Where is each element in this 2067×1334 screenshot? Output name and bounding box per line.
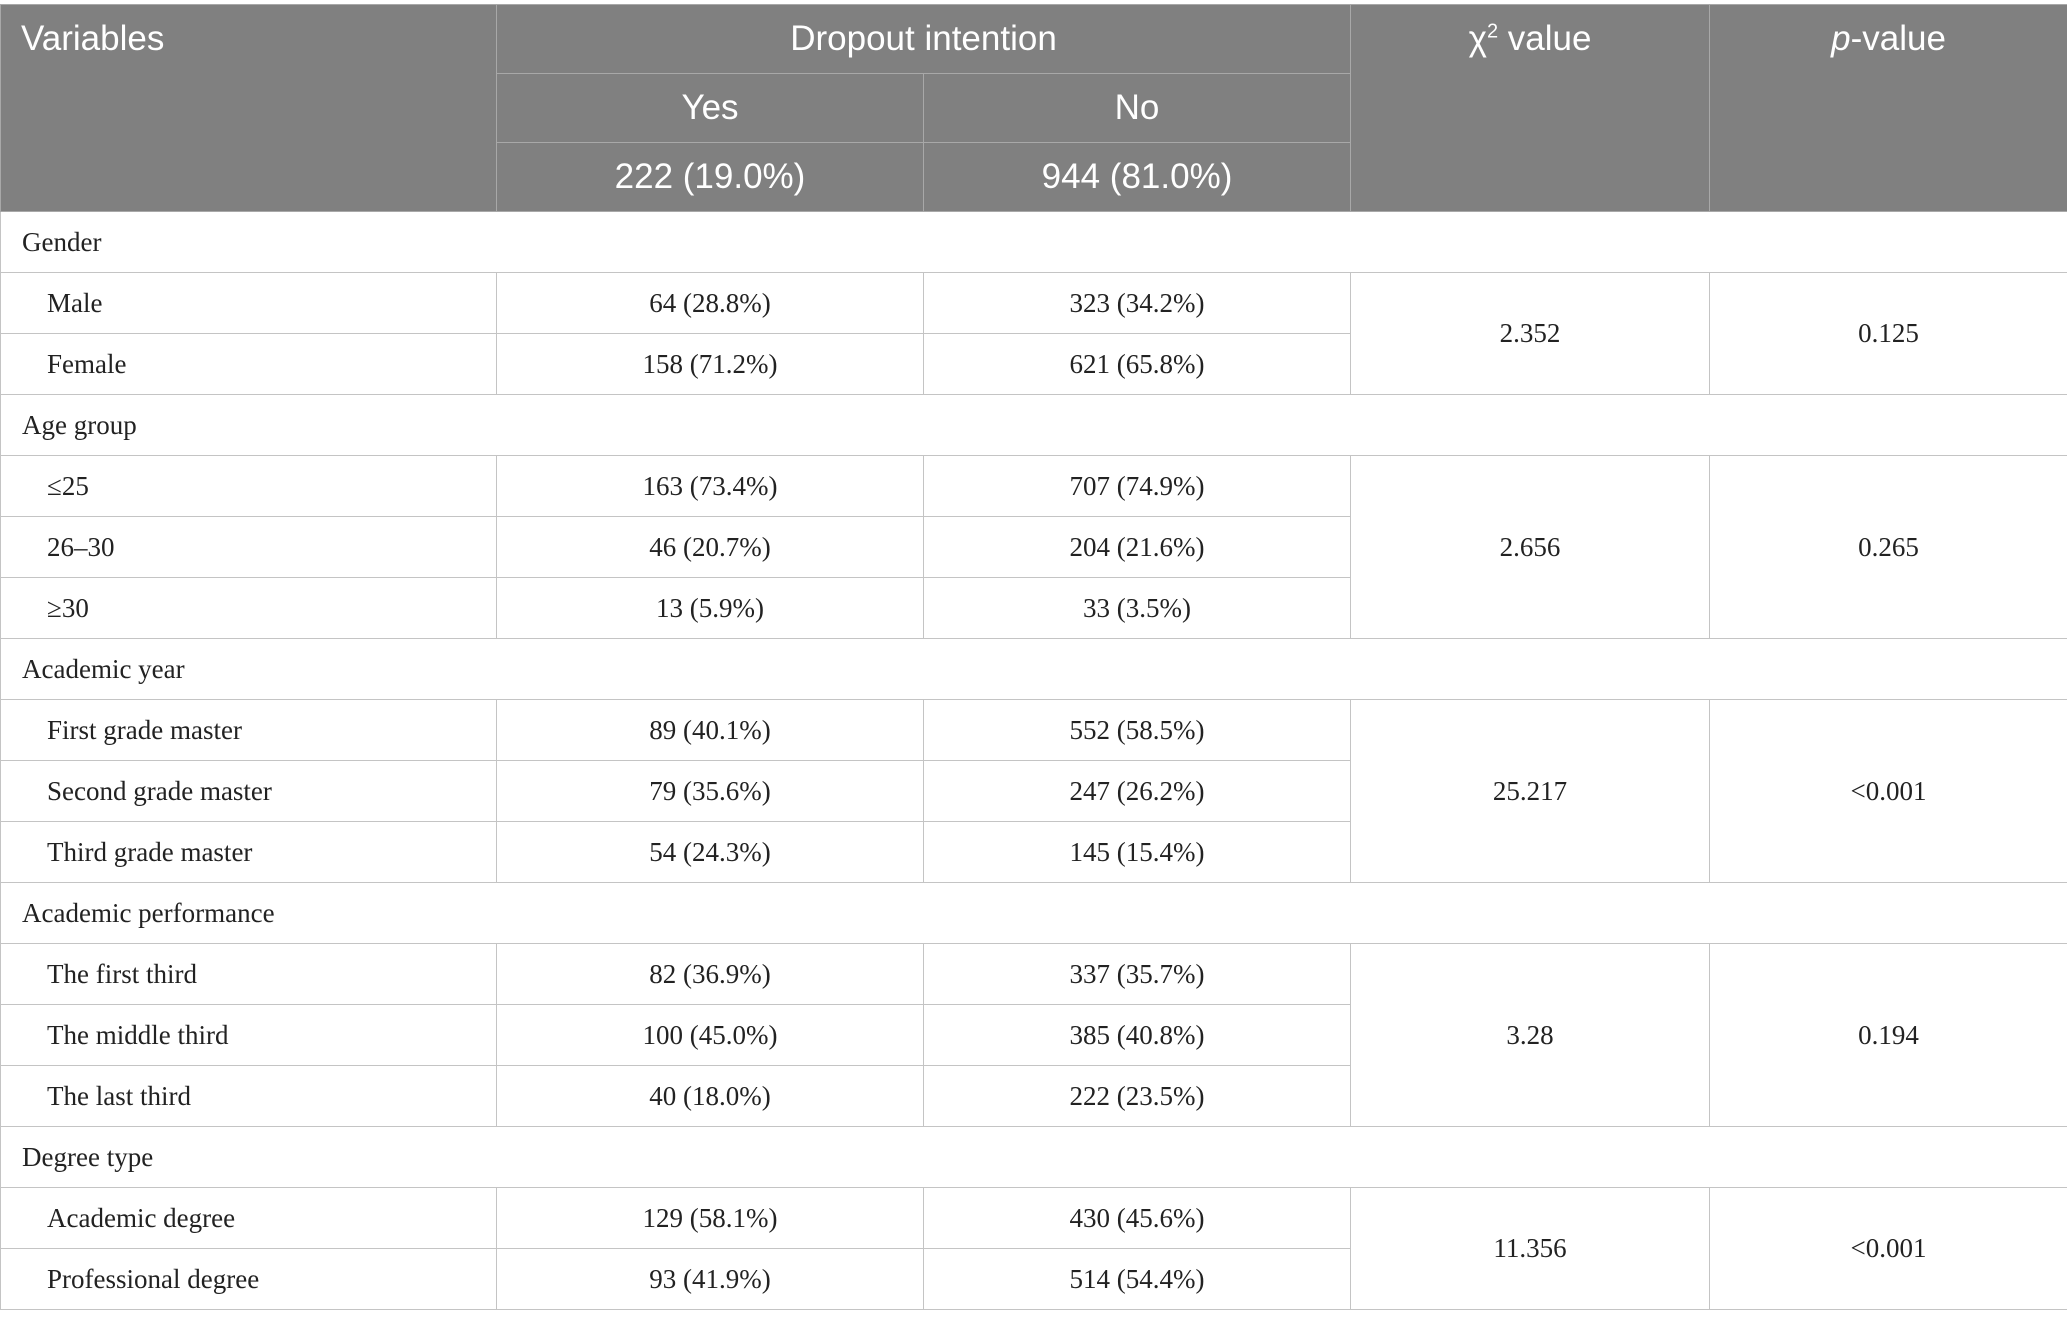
row-label: Academic degree xyxy=(0,1187,497,1249)
yes-cell: 13 (5.9%) xyxy=(496,577,924,639)
yes-cell: 100 (45.0%) xyxy=(496,1004,924,1066)
header-cell: χ2 value xyxy=(1350,4,1711,212)
chi2-cell: 3.28 xyxy=(1350,943,1711,1127)
no-cell: 222 (23.5%) xyxy=(922,1065,1352,1127)
no-cell: 337 (35.7%) xyxy=(922,943,1352,1005)
no-cell: 247 (26.2%) xyxy=(922,760,1352,822)
header-cell: No xyxy=(922,73,1352,143)
table-body: Gender Male 64 (28.8%) 323 (34.2%) 2.352 0.12… xyxy=(0,211,2067,1310)
no-cell: 145 (15.4%) xyxy=(922,821,1352,883)
yes-cell: 129 (58.1%) xyxy=(496,1187,924,1249)
row-label: ≤25 xyxy=(0,455,497,517)
yes-cell: 158 (71.2%) xyxy=(496,333,924,395)
data-row: First grade master 89 (40.1%) 552 (58.5%) 2… xyxy=(0,699,2067,883)
p-cell: <0.001 xyxy=(1709,1187,2067,1310)
data-row: Professional degree 93 (41.9%) 514 (54.4%) xyxy=(0,1248,2067,1310)
data-row: ≤25 163 (73.4%) 707 (74.9%) 2.656 0.265 xyxy=(0,455,2067,639)
chi2-cell: 2.352 xyxy=(1350,272,1711,395)
group-label: Gender xyxy=(0,211,2067,273)
group-row: Gender xyxy=(0,211,2067,273)
yes-cell: 93 (41.9%) xyxy=(496,1248,924,1310)
row-label: Female xyxy=(0,333,497,395)
header-italic: p xyxy=(1831,19,1851,58)
no-cell: 707 (74.9%) xyxy=(922,455,1352,517)
data-row: The last third 40 (18.0%) 222 (23.5%) xyxy=(0,1065,2067,1127)
group-label: Degree type xyxy=(0,1126,2067,1188)
no-cell: 323 (34.2%) xyxy=(922,272,1352,334)
data-row: Third grade master 54 (24.3%) 145 (15.4%) xyxy=(0,821,2067,883)
header-cell: Yes xyxy=(496,73,924,143)
data-row: The middle third 100 (45.0%) 385 (40.8%) xyxy=(0,1004,2067,1066)
yes-cell: 46 (20.7%) xyxy=(496,516,924,578)
header-text: -value xyxy=(1850,19,1946,58)
header-text: 222 (19.0%) xyxy=(614,157,806,196)
no-cell: 552 (58.5%) xyxy=(922,699,1352,761)
row-label: Male xyxy=(0,272,497,334)
yes-cell: 163 (73.4%) xyxy=(496,455,924,517)
header-row: 222 (19.0%) 944 (81.0%) xyxy=(1,142,2067,212)
header-cell: p-value xyxy=(1709,4,2067,212)
chi2-cell: 11.356 xyxy=(1350,1187,1711,1310)
data-row: Male 64 (28.8%) 323 (34.2%) 2.352 0.125 xyxy=(0,272,2067,395)
p-cell: 0.194 xyxy=(1709,943,2067,1127)
yes-cell: 82 (36.9%) xyxy=(496,943,924,1005)
header-cell: Dropout intention xyxy=(495,4,1352,74)
row-label: 26–30 xyxy=(0,516,497,578)
header-text: value xyxy=(1498,19,1592,58)
table-header: Variables Dropout intention χ2 value p-v… xyxy=(0,4,2067,212)
row-label: The middle third xyxy=(0,1004,497,1066)
data-row: 26–30 46 (20.7%) 204 (21.6%) xyxy=(0,516,2067,578)
group-label: Age group xyxy=(0,394,2067,456)
no-cell: 514 (54.4%) xyxy=(922,1248,1352,1310)
header-text: Yes xyxy=(681,88,739,127)
no-cell: 430 (45.6%) xyxy=(922,1187,1352,1249)
group-label: Academic performance xyxy=(0,882,2067,944)
yes-cell: 54 (24.3%) xyxy=(496,821,924,883)
header-row: Yes No xyxy=(1,73,2067,143)
yes-cell: 79 (35.6%) xyxy=(496,760,924,822)
p-cell: 0.265 xyxy=(1709,455,2067,639)
row-label: The last third xyxy=(0,1065,497,1127)
group-row: Academic year xyxy=(0,638,2067,700)
chi2-cell: 25.217 xyxy=(1350,699,1711,883)
row-label: First grade master xyxy=(0,699,497,761)
data-row: Academic degree 129 (58.1%) 430 (45.6%) 11.… xyxy=(0,1187,2067,1310)
group-row: Age group xyxy=(0,394,2067,456)
data-row: Female 158 (71.2%) 621 (65.8%) xyxy=(0,333,2067,395)
results-table: Variables Dropout intention χ2 value p-v… xyxy=(0,4,2067,1310)
data-row: The first third 82 (36.9%) 337 (35.7%) 3.28… xyxy=(0,943,2067,1127)
yes-cell: 40 (18.0%) xyxy=(496,1065,924,1127)
row-label: Professional degree xyxy=(0,1248,497,1310)
p-cell: <0.001 xyxy=(1709,699,2067,883)
header-cell: 944 (81.0%) xyxy=(922,142,1352,212)
row-label: The first third xyxy=(0,943,497,1005)
header-row: Variables Dropout intention χ2 value p-v… xyxy=(0,4,2067,212)
row-label: ≥30 xyxy=(0,577,497,639)
yes-cell: 64 (28.8%) xyxy=(496,272,924,334)
row-label: Third grade master xyxy=(0,821,497,883)
header-text: χ xyxy=(1468,19,1487,58)
no-cell: 204 (21.6%) xyxy=(922,516,1352,578)
header-text: No xyxy=(1114,88,1160,127)
data-row: ≥30 13 (5.9%) 33 (3.5%) xyxy=(0,577,2067,639)
header-text: 944 (81.0%) xyxy=(1041,157,1233,196)
row-label: Second grade master xyxy=(0,760,497,822)
data-row: Second grade master 79 (35.6%) 247 (26.2%) xyxy=(0,760,2067,822)
group-row: Academic performance xyxy=(0,882,2067,944)
chi2-cell: 2.656 xyxy=(1350,455,1711,639)
superscript: 2 xyxy=(1486,20,1499,43)
header-cell: Variables xyxy=(0,4,497,212)
header-cell: 222 (19.0%) xyxy=(496,142,924,212)
no-cell: 33 (3.5%) xyxy=(922,577,1352,639)
header-text: Dropout intention xyxy=(790,19,1057,58)
group-row: Degree type xyxy=(0,1126,2067,1188)
no-cell: 385 (40.8%) xyxy=(922,1004,1352,1066)
yes-cell: 89 (40.1%) xyxy=(496,699,924,761)
p-cell: 0.125 xyxy=(1709,272,2067,395)
group-label: Academic year xyxy=(0,638,2067,700)
header-text: Variables xyxy=(21,19,165,58)
no-cell: 621 (65.8%) xyxy=(922,333,1352,395)
